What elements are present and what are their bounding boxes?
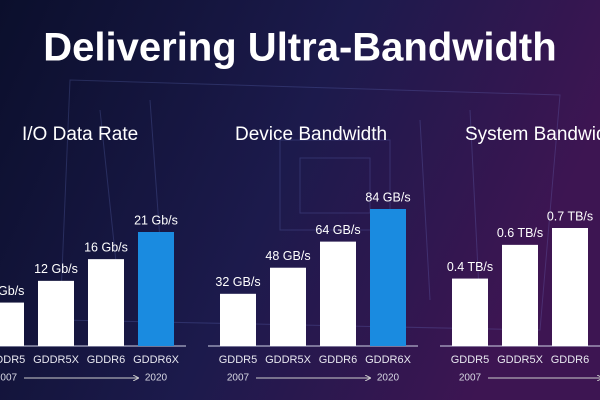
value-label: 0.6 TB/s	[497, 226, 543, 240]
bar	[0, 302, 24, 346]
bar	[38, 280, 74, 346]
timeline-year: 2020	[377, 373, 400, 384]
value-label: 48 GB/s	[265, 249, 310, 263]
category-label: GDDR5	[451, 354, 490, 366]
bar	[270, 267, 306, 346]
chart-title: I/O Data Rate	[22, 124, 138, 145]
bar	[552, 228, 588, 346]
chart-title: System Bandwidth	[465, 124, 600, 145]
value-label: 0.4 TB/s	[447, 260, 493, 274]
bar	[88, 259, 124, 346]
bar	[320, 241, 356, 346]
category-label: GDDR6	[319, 354, 358, 366]
value-label: 84 GB/s	[365, 190, 410, 204]
category-label: GDDR5	[219, 354, 258, 366]
category-label: GDDR6	[551, 354, 590, 366]
timeline-year: 2007	[459, 373, 482, 384]
value-label: 0.7 TB/s	[547, 209, 593, 223]
category-label: GDDR5X	[33, 354, 80, 366]
value-label: 64 GB/s	[315, 223, 360, 237]
bar	[138, 232, 174, 346]
category-label: GDDR5X	[265, 354, 312, 366]
board-graphic	[59, 79, 561, 331]
value-label: 21 Gb/s	[134, 213, 178, 227]
timeline-year: 2020	[145, 373, 168, 384]
category-label: GDDR5	[0, 354, 25, 366]
category-label: GDDR6X	[133, 354, 180, 366]
slide-title: Delivering Ultra-Bandwidth	[43, 26, 556, 70]
value-label: 8 Gb/s	[0, 284, 24, 298]
bar	[502, 244, 538, 346]
timeline-year: 2007	[0, 373, 18, 384]
category-label: GDDR5X	[497, 354, 544, 366]
bar	[370, 209, 406, 346]
category-label: GDDR6	[87, 354, 126, 366]
chart-title: Device Bandwidth	[235, 124, 387, 145]
bar	[220, 293, 256, 346]
value-label: 12 Gb/s	[34, 262, 78, 276]
value-label: 16 Gb/s	[84, 240, 128, 254]
value-label: 32 GB/s	[215, 275, 260, 289]
bar	[452, 278, 488, 346]
category-label: GDDR6X	[365, 354, 412, 366]
timeline-year: 2007	[227, 373, 250, 384]
